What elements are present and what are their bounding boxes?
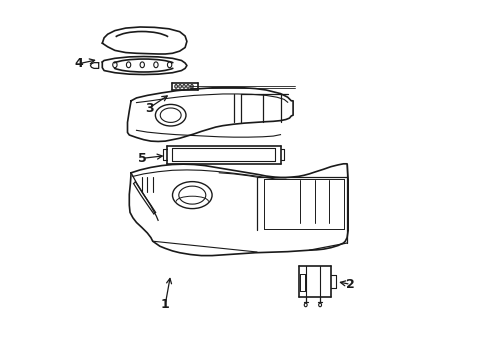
Text: 4: 4	[74, 57, 83, 70]
Text: 3: 3	[144, 102, 153, 114]
Text: 5: 5	[137, 152, 146, 165]
Text: 2: 2	[346, 278, 354, 291]
Text: 1: 1	[161, 298, 169, 311]
